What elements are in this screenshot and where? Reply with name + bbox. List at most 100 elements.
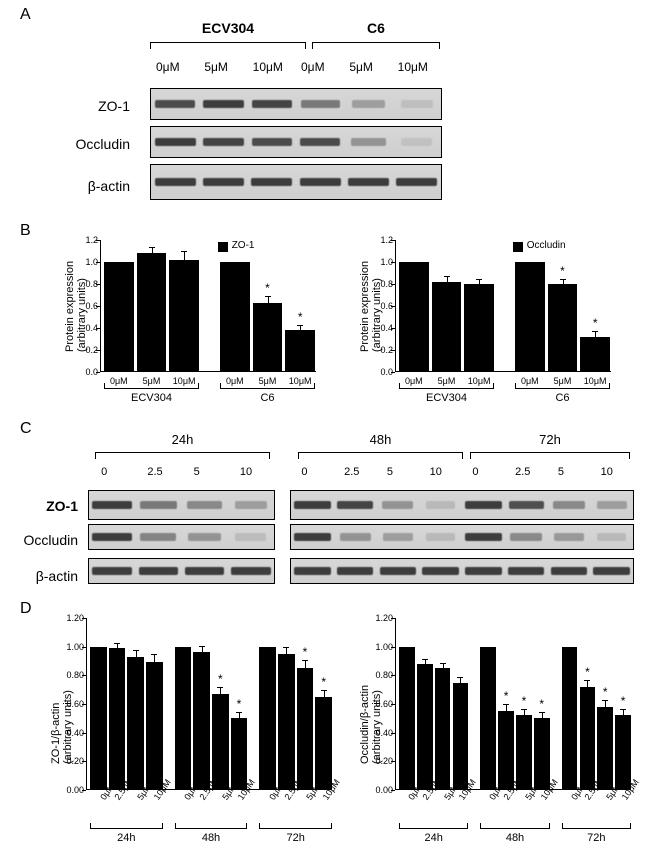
chart-x-label: 5μM — [438, 376, 456, 386]
panel-a-bracket-c6 — [312, 42, 440, 43]
panel-c-row-occ: Occludin — [8, 532, 78, 548]
panel-c-blot-zo1-left — [88, 490, 275, 520]
panel-a-bracket-ecv — [150, 42, 306, 43]
chart-bar — [104, 262, 134, 372]
chart-x-label: 10μM — [173, 376, 196, 386]
chart-bar — [417, 664, 433, 790]
chart-bar — [109, 648, 126, 790]
panel-b-label: B — [20, 222, 31, 240]
panel-c-blot-occ-right — [290, 524, 634, 550]
panel-a-conc-label: 5μM — [204, 60, 228, 74]
panel-a-conc-label: 0μM — [301, 60, 325, 74]
panel-c-dose-label: 2.5 — [515, 466, 530, 478]
panel-c-header-72h: 72h — [470, 432, 630, 447]
panel-c-dose-label: 2.5 — [147, 466, 162, 478]
chart-bar — [297, 668, 314, 790]
chart-bar — [399, 262, 429, 372]
chart-bar — [615, 715, 631, 790]
chart-bar — [315, 697, 332, 790]
chart-bar — [548, 284, 578, 372]
chart-x-label: 0μM — [521, 376, 539, 386]
chart-bar — [220, 262, 250, 372]
panel-c-blot-bact-left — [88, 558, 275, 584]
panel-c-dose-label: 2.5 — [344, 466, 359, 478]
panel-c-bracket-24h — [95, 452, 270, 453]
chart-bar — [127, 657, 144, 790]
panel-c-dose-label: 10 — [601, 466, 613, 478]
panel-c-header-24h: 24h — [95, 432, 270, 447]
panel-c-dose-label: 10 — [430, 466, 442, 478]
panel-c-row-zo1: ZO-1 — [8, 498, 78, 514]
panel-d-label: D — [20, 600, 32, 618]
panel-a-conc-label: 10μM — [398, 60, 428, 74]
chart-bar — [90, 647, 107, 790]
chart-bar — [253, 303, 283, 372]
chart-x-label: 5μM — [554, 376, 572, 386]
panel-c-dose-label: 5 — [194, 466, 200, 478]
panel-a-label: A — [20, 6, 31, 24]
chart-x-label: 5μM — [259, 376, 277, 386]
panel-c-bracket-72h — [470, 452, 630, 453]
panel-a-row-occ: Occludin — [60, 136, 130, 152]
panel-a-row-zo1: ZO-1 — [60, 98, 130, 114]
chart-x-label: 5μM — [143, 376, 161, 386]
chart-bar — [480, 647, 496, 790]
panel-a-blot-zo1 — [150, 88, 442, 120]
chart-bar — [515, 262, 545, 372]
chart-bar — [580, 337, 610, 372]
chart-bar — [580, 687, 596, 790]
chart-x-label: 10μM — [584, 376, 607, 386]
chart-x-label: 10μM — [468, 376, 491, 386]
chart-bar — [259, 647, 276, 790]
chart-bar — [534, 718, 550, 790]
panel-c-label: C — [20, 420, 32, 438]
panel-a-row-bact: β-actin — [60, 178, 130, 194]
panel-c-bracket-48h — [298, 452, 463, 453]
chart-bar — [498, 711, 514, 790]
panel-a-header-c6: C6 — [312, 20, 440, 36]
panel-c-blot-zo1-right — [290, 490, 634, 520]
chart-bar — [516, 715, 532, 790]
panel-c-dose-label: 0 — [472, 466, 478, 478]
chart-x-label: 0μM — [226, 376, 244, 386]
panel-c-blot-bact-right — [290, 558, 634, 584]
chart-bar — [175, 647, 192, 790]
chart-bar — [432, 282, 462, 372]
chart-bar — [464, 284, 494, 372]
panel-a-blot-occ — [150, 126, 442, 158]
chart-bar — [435, 668, 451, 790]
chart-bar — [597, 707, 613, 790]
chart-bar — [193, 652, 210, 790]
panel-d-chart-zo1: 0.000.200.400.600.801.001.20ZO-1/β-actin… — [46, 618, 336, 808]
chart-bar — [137, 253, 167, 372]
panel-c-blot-occ-left — [88, 524, 275, 550]
panel-c-dose-label: 0 — [101, 466, 107, 478]
figure: A ECV304 C6 0μM 5μM 10μM 0μM 5μM 10μM ZO-1 Oc… — [0, 0, 655, 855]
chart-bar — [399, 647, 415, 790]
panel-c-dose-label: 0 — [301, 466, 307, 478]
chart-bar — [169, 260, 199, 372]
panel-b-chart-zo1: 0.00.20.40.60.81.01.2Protein expression(… — [60, 240, 320, 390]
chart-x-label: 0μM — [110, 376, 128, 386]
chart-x-label: 0μM — [405, 376, 423, 386]
chart-x-label: 10μM — [289, 376, 312, 386]
chart-bar — [285, 330, 315, 372]
panel-c-dose-label: 10 — [240, 466, 252, 478]
chart-bar — [231, 718, 248, 790]
panel-a-header-ecv: ECV304 — [150, 20, 306, 36]
panel-c-dose-label: 5 — [558, 466, 564, 478]
panel-a-blot-bact — [150, 164, 442, 200]
chart-bar — [453, 683, 469, 791]
chart-bar — [146, 662, 163, 790]
panel-c-dose-label: 5 — [387, 466, 393, 478]
panel-c-header-48h: 48h — [298, 432, 463, 447]
chart-bar — [562, 647, 578, 790]
panel-b-chart-occ: 0.00.20.40.60.81.01.2Protein expression(… — [355, 240, 615, 390]
panel-a-conc-label: 10μM — [253, 60, 283, 74]
panel-a-conc-label: 0μM — [156, 60, 180, 74]
panel-a-conc-label: 5μM — [349, 60, 373, 74]
chart-bar — [212, 694, 229, 790]
panel-c-row-bact: β-actin — [8, 568, 78, 584]
panel-d-chart-occ: 0.000.200.400.600.801.001.20Occludin/β-a… — [355, 618, 635, 808]
chart-bar — [278, 654, 295, 790]
